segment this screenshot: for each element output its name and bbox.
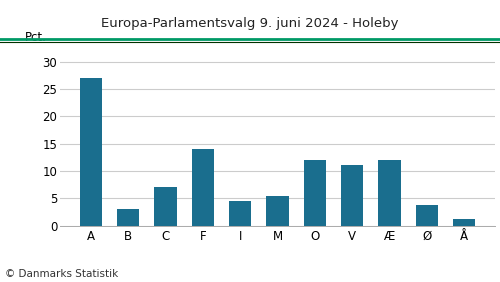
Bar [341,166,363,226]
Bar [192,149,214,226]
Bar [229,201,252,226]
Bar [154,187,177,226]
Text: Europa-Parlamentsvalg 9. juni 2024 - Holeby: Europa-Parlamentsvalg 9. juni 2024 - Hol… [101,17,399,30]
Bar [378,160,400,226]
Bar [117,209,140,226]
Bar [416,205,438,226]
Bar [80,78,102,226]
Bar [453,219,475,226]
Bar [266,195,288,226]
Bar [304,160,326,226]
Text: Pct.: Pct. [25,31,47,44]
Text: © Danmarks Statistik: © Danmarks Statistik [5,269,118,279]
